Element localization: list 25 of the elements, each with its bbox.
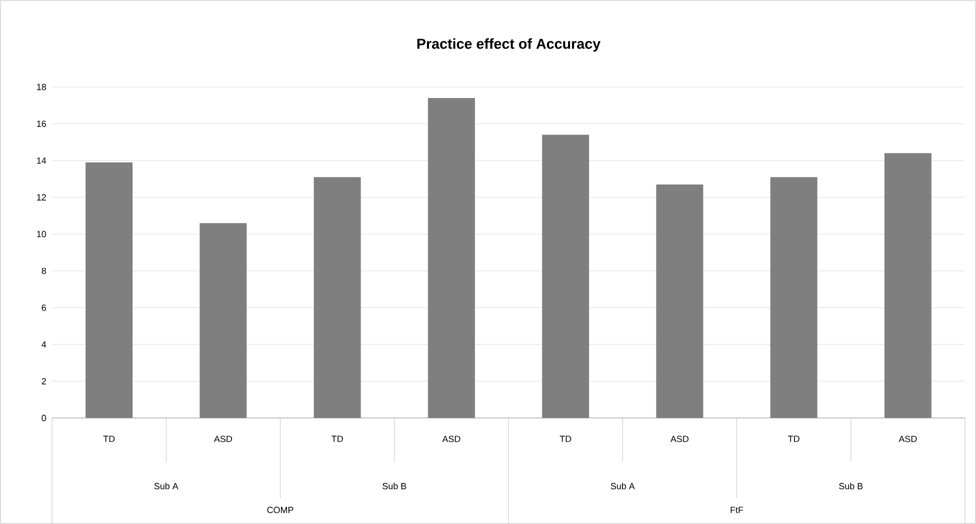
chart-title: Practice effect of Accuracy bbox=[417, 38, 600, 52]
x-tick-label: ASD bbox=[670, 436, 688, 442]
text: Sub B bbox=[839, 482, 863, 490]
text: Sub B bbox=[382, 482, 406, 490]
y-tick-label: 14 bbox=[37, 157, 46, 164]
y-tick-label: 12 bbox=[37, 194, 46, 200]
y-tick-label: 2 bbox=[42, 378, 46, 384]
x-tick-label: ASD bbox=[898, 436, 917, 442]
y-tick-label: 8 bbox=[42, 268, 46, 274]
x-tick-label: TD bbox=[560, 436, 572, 442]
x-tick-label: TD bbox=[788, 436, 800, 442]
text: COMP bbox=[267, 506, 294, 514]
y-tick-label: 4 bbox=[42, 341, 46, 348]
text: Sub A bbox=[610, 482, 635, 490]
y-tick-label: 10 bbox=[37, 230, 46, 238]
y-tick-label: 18 bbox=[37, 84, 46, 90]
x-tick-label: TD bbox=[103, 436, 115, 442]
y-tick-label: 16 bbox=[37, 120, 46, 127]
text: FtF bbox=[730, 506, 744, 514]
x-tick-label: ASD bbox=[214, 436, 232, 442]
x-tick-label: TD bbox=[332, 436, 343, 442]
y-tick-label: 0 bbox=[42, 414, 46, 422]
text: Sub A bbox=[154, 482, 178, 490]
y-tick-label: 6 bbox=[42, 304, 46, 311]
x-tick-label: ASD bbox=[442, 436, 460, 442]
